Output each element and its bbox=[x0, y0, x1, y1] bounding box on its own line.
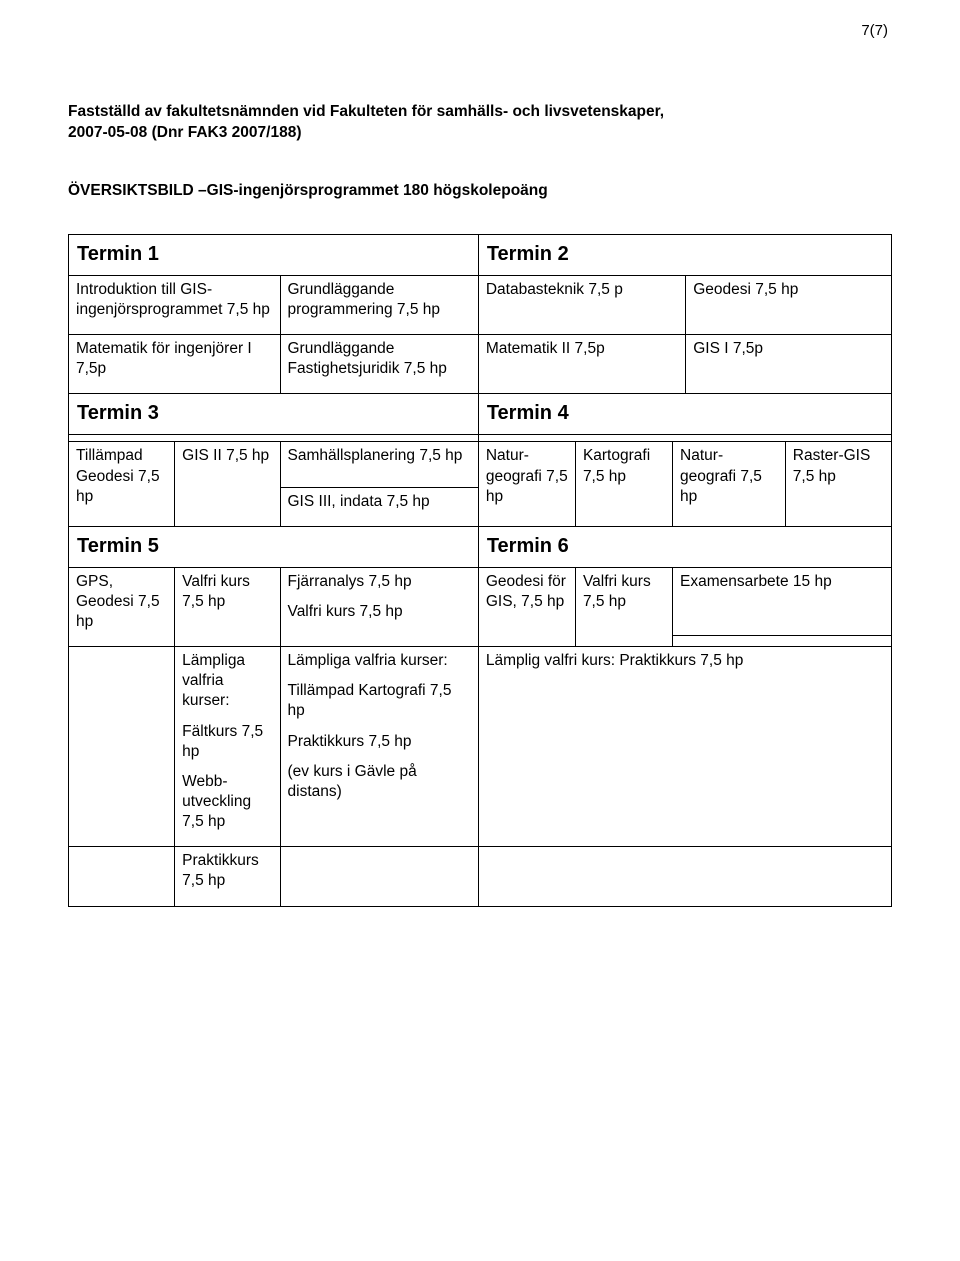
termin-6-title: Termin 6 bbox=[478, 526, 891, 567]
t1-r1c2: Grundläggande programmering 7,5 hp bbox=[280, 275, 478, 334]
t5-r2c3-d: (ev kurs i Gävle på distans) bbox=[288, 762, 471, 802]
t2-r1c1: Databasteknik 7,5 p bbox=[478, 275, 685, 334]
termin-5-6-table: Termin 5 Termin 6 GPS, Geodesi 7,5 hp Va… bbox=[68, 526, 892, 907]
t5-r1c1: GPS, Geodesi 7,5 hp bbox=[69, 567, 175, 646]
t5-r3c1-empty bbox=[69, 847, 175, 906]
t1-r2c1: Matematik för ingenjörer I 7,5p bbox=[69, 335, 281, 394]
t5-r2c3-c: Praktikkurs 7,5 hp bbox=[288, 732, 471, 752]
t4-c4: Raster-GIS 7,5 hp bbox=[785, 442, 891, 526]
t2-r2c2: GIS I 7,5p bbox=[686, 335, 892, 394]
t5-r2c3-b: Tillämpad Kartografi 7,5 hp bbox=[288, 681, 471, 721]
t5-r1c3b: Valfri kurs 7,5 hp bbox=[288, 602, 471, 622]
meta-line-2: 2007-05-08 (Dnr FAK3 2007/188) bbox=[68, 123, 892, 144]
termin-1-title: Termin 1 bbox=[69, 234, 479, 275]
t5-r2c2-a: Lämpliga valfria kurser: bbox=[182, 651, 272, 711]
t5-r3c3-empty bbox=[280, 847, 478, 906]
t1-r2c2: Grundläggande Fastighetsjuridik 7,5 hp bbox=[280, 335, 478, 394]
t4-c3: Natur-geografi 7,5 hp bbox=[673, 442, 786, 526]
t2-r2c1: Matematik II 7,5p bbox=[478, 335, 685, 394]
t6-r3-empty bbox=[478, 847, 891, 906]
t2-r1c2: Geodesi 7,5 hp bbox=[686, 275, 892, 334]
t5-r2c3: Lämpliga valfria kurser: Tillämpad Karto… bbox=[280, 647, 478, 847]
t3-c2: GIS II 7,5 hp bbox=[175, 442, 280, 526]
t6-r2: Lämplig valfri kurs: Praktikkurs 7,5 hp bbox=[478, 647, 891, 847]
meta-line-1: Fastställd av fakultetsnämnden vid Fakul… bbox=[68, 102, 892, 123]
t5-r2c2-b: Fältkurs 7,5 hp bbox=[182, 722, 272, 762]
t3-c1: Tillämpad Geodesi 7,5 hp bbox=[69, 442, 175, 526]
t6-r1c1: Geodesi för GIS, 7,5 hp bbox=[478, 567, 575, 646]
termin-4-title: Termin 4 bbox=[478, 394, 891, 435]
t4-c2: Kartografi 7,5 hp bbox=[575, 442, 672, 526]
termin-3-4-table: Termin 3 Termin 4 Tillämpad Geodesi 7,5 … bbox=[68, 393, 892, 526]
t6-r1c2: Valfri kurs 7,5 hp bbox=[575, 567, 672, 646]
page-number: 7(7) bbox=[861, 22, 888, 39]
t4-c1: Natur-geografi 7,5 hp bbox=[478, 442, 575, 526]
t5-r2c2: Lämpliga valfria kurser: Fältkurs 7,5 hp… bbox=[175, 647, 280, 847]
t3-c3a: Samhällsplanering 7,5 hp bbox=[280, 442, 478, 487]
t5-r1c3: Fjärranalys 7,5 hp Valfri kurs 7,5 hp bbox=[280, 567, 478, 646]
t1-r1c1: Introduktion till GIS-ingenjörsprogramme… bbox=[69, 275, 281, 334]
t5-r2c1-empty bbox=[69, 647, 175, 847]
t5-r2c3-a: Lämpliga valfria kurser: bbox=[288, 651, 471, 671]
t5-r1c2: Valfri kurs 7,5 hp bbox=[175, 567, 280, 646]
termin-5-title: Termin 5 bbox=[69, 526, 479, 567]
t5-r1c3a: Fjärranalys 7,5 hp bbox=[288, 572, 471, 592]
t6-r1c3: Examensarbete 15 hp bbox=[673, 567, 892, 635]
termin-1-2-table: Termin 1 Termin 2 Introduktion till GIS-… bbox=[68, 234, 892, 395]
t3-c3b: GIS III, indata 7,5 hp bbox=[280, 487, 478, 526]
termin-3-title: Termin 3 bbox=[69, 394, 479, 435]
t5-r3c2: Praktikkurs 7,5 hp bbox=[175, 847, 280, 906]
t5-r2c2-c: Webb-utveckling 7,5 hp bbox=[182, 772, 272, 832]
overview-heading: ÖVERSIKTSBILD –GIS-ingenjörsprogrammet 1… bbox=[68, 182, 892, 200]
termin-2-title: Termin 2 bbox=[478, 234, 891, 275]
